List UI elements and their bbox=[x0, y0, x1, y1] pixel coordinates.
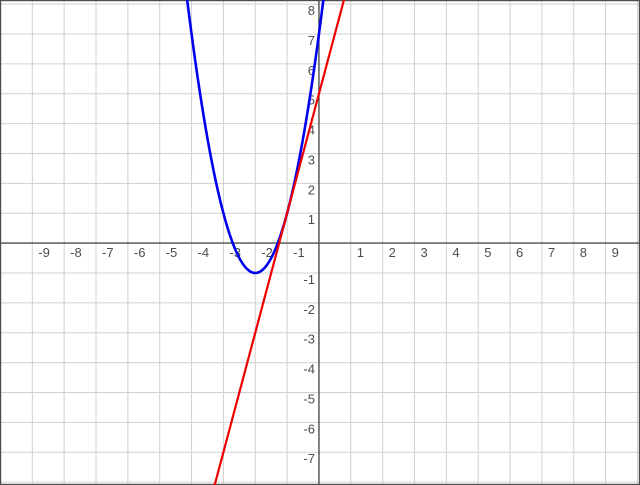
svg-text:-5: -5 bbox=[303, 391, 315, 406]
svg-text:-7: -7 bbox=[303, 451, 315, 466]
svg-text:6: 6 bbox=[516, 245, 523, 260]
svg-text:3: 3 bbox=[308, 152, 315, 167]
svg-text:7: 7 bbox=[548, 245, 555, 260]
svg-text:-8: -8 bbox=[70, 245, 82, 260]
svg-text:-1: -1 bbox=[293, 245, 305, 260]
svg-text:-4: -4 bbox=[198, 245, 210, 260]
svg-text:-2: -2 bbox=[303, 302, 315, 317]
svg-text:8: 8 bbox=[580, 245, 587, 260]
svg-text:-6: -6 bbox=[303, 421, 315, 436]
svg-text:-7: -7 bbox=[102, 245, 114, 260]
svg-text:8: 8 bbox=[308, 3, 315, 18]
svg-text:-5: -5 bbox=[166, 245, 178, 260]
svg-text:-3: -3 bbox=[303, 332, 315, 347]
svg-text:3: 3 bbox=[421, 245, 428, 260]
svg-text:9: 9 bbox=[612, 245, 619, 260]
svg-text:1: 1 bbox=[308, 212, 315, 227]
svg-text:-4: -4 bbox=[303, 362, 315, 377]
svg-text:5: 5 bbox=[484, 245, 491, 260]
svg-text:1: 1 bbox=[357, 245, 364, 260]
svg-text:2: 2 bbox=[389, 245, 396, 260]
svg-text:-6: -6 bbox=[134, 245, 146, 260]
svg-text:-1: -1 bbox=[303, 272, 315, 287]
svg-text:7: 7 bbox=[308, 33, 315, 48]
svg-text:2: 2 bbox=[308, 182, 315, 197]
svg-text:-9: -9 bbox=[38, 245, 50, 260]
svg-text:4: 4 bbox=[452, 245, 459, 260]
